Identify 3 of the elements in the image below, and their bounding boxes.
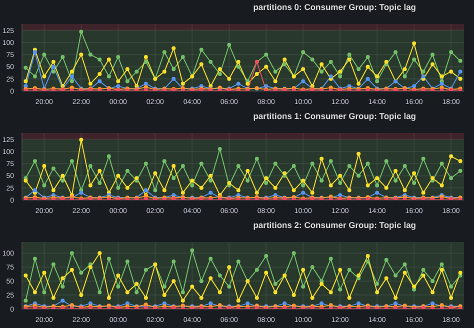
chart-title: partitions 1: Consumer Group: Topic lag — [253, 111, 416, 121]
chart-title: partitions 0: Consumer Group: Topic lag — [253, 2, 416, 12]
chart-title: partitions 2: Consumer Group: Topic lag — [253, 220, 416, 230]
